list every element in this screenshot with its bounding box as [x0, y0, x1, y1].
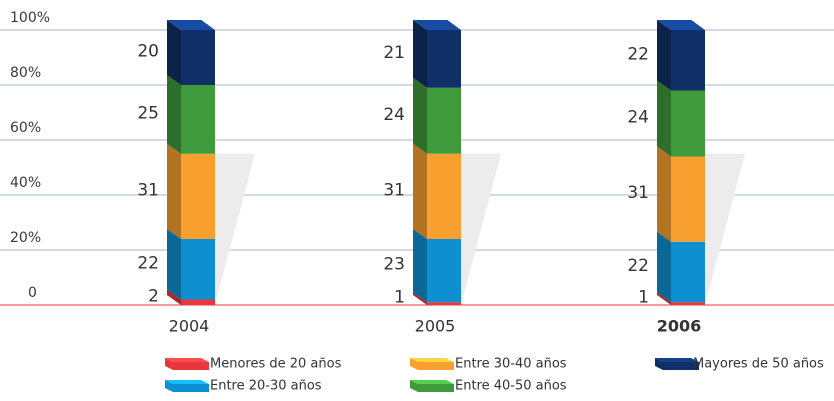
value-label: 23 — [383, 255, 405, 275]
bar — [427, 302, 461, 305]
legend-swatch — [655, 358, 699, 370]
legend-swatch — [165, 380, 209, 392]
legend-label: Mayores de 50 años — [693, 357, 824, 372]
value-label: 22 — [137, 253, 159, 273]
value-label: 31 — [137, 180, 159, 200]
value-label: 22 — [627, 256, 649, 276]
bar-side — [413, 20, 427, 88]
legend-swatch-top — [165, 380, 209, 384]
bar — [181, 85, 215, 154]
bar-side — [167, 143, 181, 239]
x-tick-label: 2004 — [169, 317, 210, 336]
value-label: 31 — [627, 183, 649, 203]
bar — [427, 87, 461, 154]
y-tick-label: 0 — [28, 285, 37, 301]
bar-top — [657, 20, 705, 30]
bar-side — [413, 143, 427, 239]
bar-shadow — [705, 153, 745, 305]
value-label: 25 — [137, 103, 159, 123]
bar — [671, 156, 705, 242]
bar-side — [413, 292, 427, 305]
bar-top — [413, 20, 461, 30]
value-label: 21 — [383, 43, 405, 63]
value-label: 2 — [148, 286, 159, 306]
bar-side — [167, 289, 181, 305]
bar — [671, 302, 705, 305]
bar-side — [167, 229, 181, 300]
value-label: 24 — [383, 105, 405, 125]
legend-label: Entre 30-40 años — [455, 357, 567, 372]
value-label: 22 — [627, 44, 649, 64]
bar — [427, 239, 461, 303]
bar — [671, 30, 705, 91]
bar-side — [657, 20, 671, 91]
bar-side — [413, 229, 427, 303]
legend-swatch-top — [655, 358, 699, 362]
y-tick-label: 100% — [10, 10, 50, 26]
legend-swatch — [410, 380, 454, 392]
bar-side — [657, 80, 671, 157]
bar-side — [167, 20, 181, 85]
bar — [181, 30, 215, 85]
x-tick-label: 2006 — [657, 317, 702, 336]
bar-top — [167, 20, 215, 30]
bar-shadow — [215, 153, 255, 305]
value-label: 24 — [627, 108, 649, 128]
legend-label: Entre 40-50 años — [455, 379, 567, 394]
legend-swatch — [410, 358, 454, 370]
legend-swatch-top — [165, 358, 209, 362]
value-label: 1 — [394, 288, 405, 308]
legend-label: Entre 20-30 años — [210, 379, 322, 394]
legend-swatch-top — [410, 380, 454, 384]
bar-side — [167, 75, 181, 154]
bar-side — [657, 146, 671, 242]
y-tick-label: 40% — [10, 175, 41, 191]
legend-swatch-top — [410, 358, 454, 362]
bar — [181, 299, 215, 305]
legend-label: Menores de 20 años — [210, 357, 342, 372]
bar — [427, 153, 461, 239]
y-tick-label: 80% — [10, 65, 41, 81]
bar — [671, 90, 705, 157]
value-label: 1 — [638, 288, 649, 308]
y-tick-label: 20% — [10, 230, 41, 246]
bar — [671, 241, 705, 303]
bar — [181, 153, 215, 239]
x-tick-label: 2005 — [415, 317, 456, 336]
bar — [427, 30, 461, 88]
y-tick-label: 60% — [10, 120, 41, 136]
bar-side — [413, 77, 427, 154]
legend-swatch — [165, 358, 209, 370]
bar-shadow — [461, 153, 501, 305]
bar-side — [657, 292, 671, 305]
value-label: 20 — [137, 42, 159, 62]
bar — [181, 239, 215, 300]
value-label: 31 — [383, 180, 405, 200]
bar-side — [657, 231, 671, 303]
